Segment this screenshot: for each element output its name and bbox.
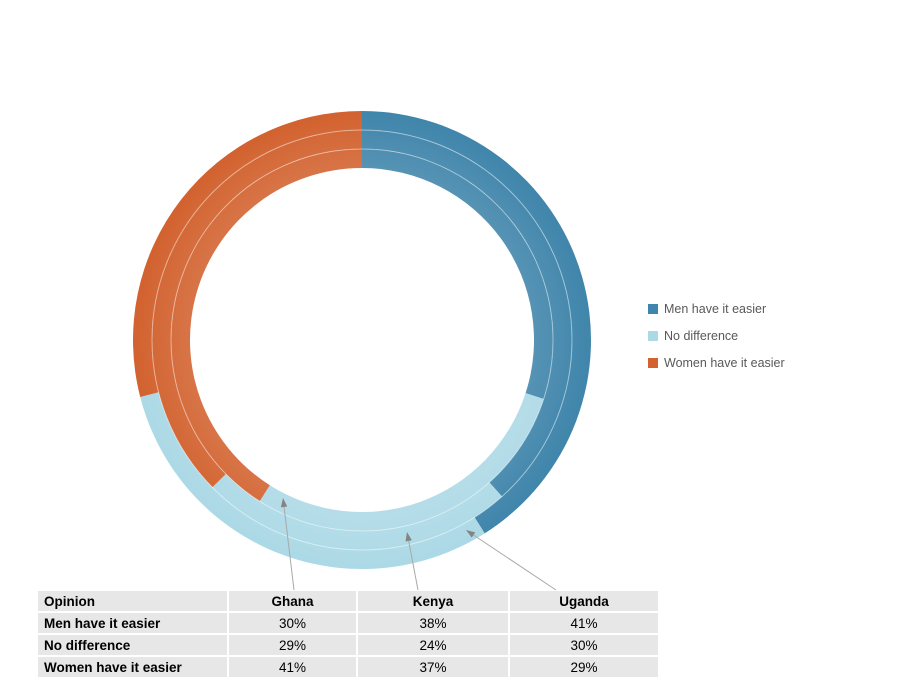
legend-swatch-women-icon: [648, 358, 658, 368]
chart-legend: Men have it easier No difference Women h…: [648, 302, 785, 383]
leader-arrowhead-kenya-icon: [405, 532, 412, 542]
table-cell-value: 30%: [510, 635, 658, 655]
table-header-opinion: Opinion: [38, 591, 227, 611]
legend-label-women: Women have it easier: [664, 356, 785, 370]
opinion-data-table: Opinion Ghana Kenya Uganda Men have it easi…: [36, 589, 660, 679]
table-row-label: No difference: [38, 635, 227, 655]
table-row-label: Men have it easier: [38, 613, 227, 633]
leader-line-kenya: [408, 540, 419, 591]
table-cell-value: 29%: [229, 635, 356, 655]
leader-line-uganda: [473, 534, 557, 591]
leader-arrowhead-ghana-icon: [280, 498, 288, 508]
table-cell-value: 38%: [358, 613, 508, 633]
ring-separators: [151, 129, 573, 551]
table-row: No difference 29% 24% 30%: [38, 635, 658, 655]
leader-lines: [280, 498, 557, 591]
table-header-uganda: Uganda: [510, 591, 658, 611]
ring-separator: [170, 148, 554, 532]
legend-label-no-difference: No difference: [664, 329, 739, 343]
legend-item-women-have-it-easier: Women have it easier: [648, 356, 785, 370]
table-cell-value: 37%: [358, 657, 508, 677]
legend-swatch-no-difference-icon: [648, 331, 658, 341]
table-header-row: Opinion Ghana Kenya Uganda: [38, 591, 658, 611]
table-header-kenya: Kenya: [358, 591, 508, 611]
donut-shading-overlay: [133, 111, 591, 569]
table-cell-value: 29%: [510, 657, 658, 677]
table-header-ghana: Ghana: [229, 591, 356, 611]
table-cell-value: 41%: [229, 657, 356, 677]
legend-swatch-men-icon: [648, 304, 658, 314]
legend-item-no-difference: No difference: [648, 329, 785, 343]
table-row: Men have it easier 30% 38% 41%: [38, 613, 658, 633]
leader-arrowhead-uganda-icon: [466, 530, 476, 538]
table-cell-value: 30%: [229, 613, 356, 633]
ring-separator: [151, 129, 573, 551]
table-cell-value: 24%: [358, 635, 508, 655]
table-row-label: Women have it easier: [38, 657, 227, 677]
legend-item-men-have-it-easier: Men have it easier: [648, 302, 785, 316]
donut-gloss: [133, 111, 591, 569]
leader-line-ghana: [283, 506, 295, 591]
table-cell-value: 41%: [510, 613, 658, 633]
table-row: Women have it easier 41% 37% 29%: [38, 657, 658, 677]
legend-label-men: Men have it easier: [664, 302, 767, 316]
